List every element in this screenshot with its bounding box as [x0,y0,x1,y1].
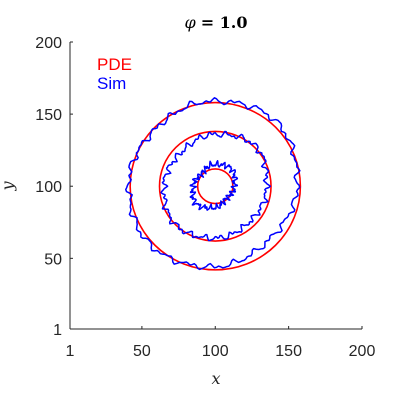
legend-label-sim: Sim [97,74,126,93]
y-tick-label: 100 [35,179,62,196]
x-tick-label: 200 [349,343,376,360]
y-tick-label: 1 [53,322,62,339]
chart-title: φ = 1.0 [184,13,247,32]
x-ticks: 1 50 100 150 200 [66,326,376,360]
y-tick-label: 200 [35,35,62,52]
x-tick-label: 150 [275,343,302,360]
pde-ring [158,130,272,242]
x-tick-label: 50 [133,343,151,360]
x-tick-label: 1 [66,343,75,360]
sim-ring [124,97,301,271]
y-tick-label: 50 [44,251,62,268]
x-axis-label: x [211,369,220,388]
legend-label-pde: PDE [97,55,132,74]
plot-area [124,97,302,271]
title-symbol: φ [184,13,196,32]
y-axis-label: y [0,181,17,192]
legend: PDE Sim [97,55,132,93]
sim-ring [160,130,272,242]
sim-ring [189,159,239,211]
pde-ring [129,101,302,271]
x-tick-label: 100 [202,343,229,360]
title-value: = 1.0 [201,13,248,32]
y-tick-label: 150 [35,107,62,124]
